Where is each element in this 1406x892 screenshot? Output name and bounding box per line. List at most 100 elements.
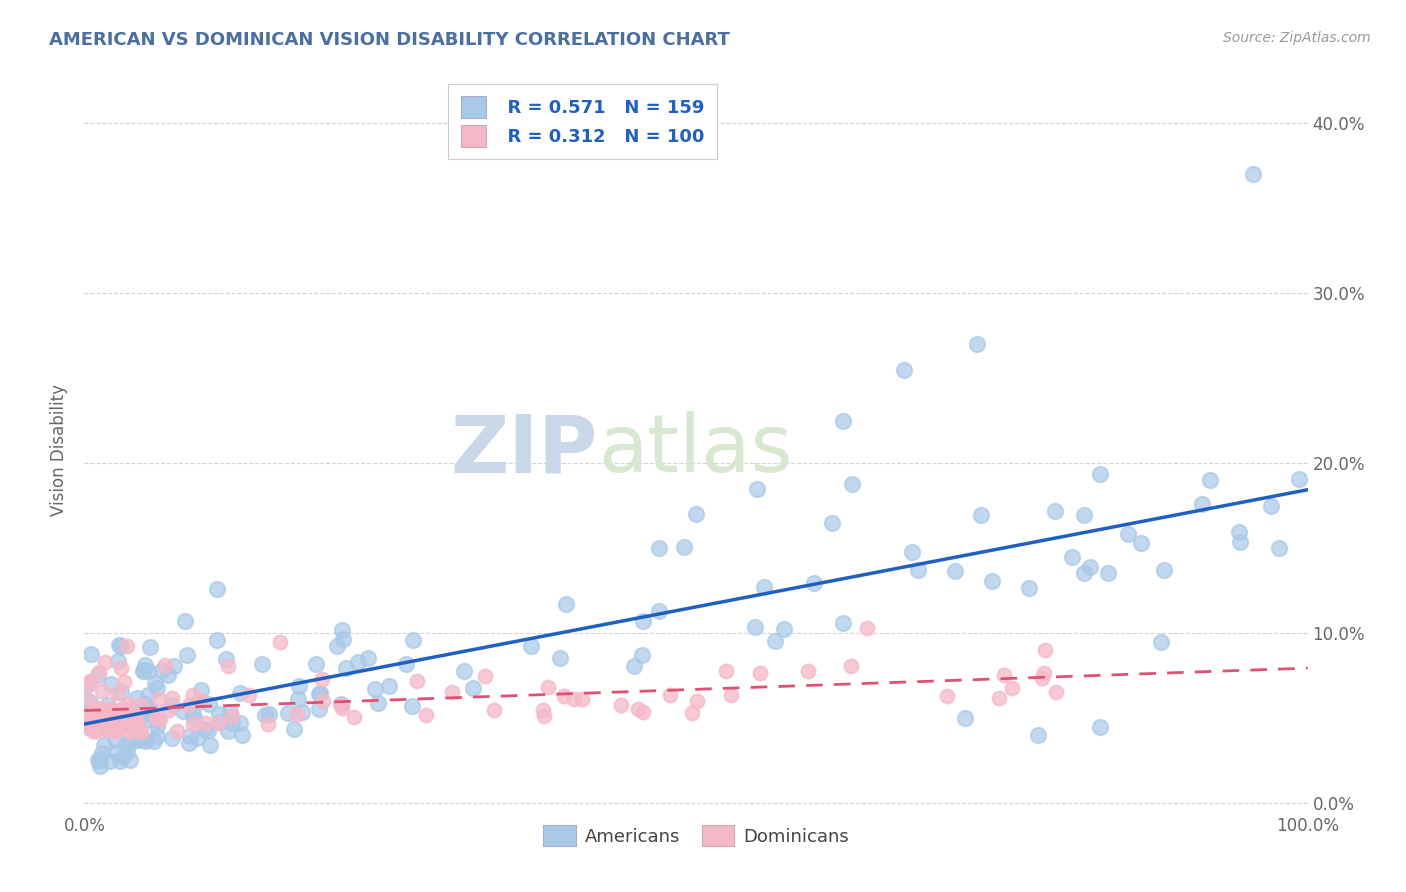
Point [160, 698, 183, 712]
Point [364, 681, 387, 696]
Point [841, 477, 863, 491]
Point [229, 716, 252, 731]
Point [82, 724, 104, 739]
Point [308, 686, 330, 700]
Point [406, 673, 429, 688]
Point [188, 693, 211, 707]
Point [77, 719, 100, 733]
Point [198, 738, 221, 752]
Point [1288, 472, 1310, 486]
Point [134, 658, 156, 673]
Point [136, 688, 159, 702]
Point [172, 704, 194, 718]
Point [139, 640, 162, 654]
Point [127, 733, 149, 747]
Point [907, 563, 929, 577]
Point [112, 674, 135, 689]
Point [111, 749, 134, 764]
Point [308, 702, 330, 716]
Point [531, 703, 554, 717]
Point [179, 729, 201, 743]
Point [1033, 643, 1056, 657]
Point [75, 711, 97, 725]
Point [1060, 550, 1083, 565]
Point [1088, 720, 1111, 734]
Point [285, 706, 308, 721]
Point [672, 540, 695, 554]
Point [110, 684, 132, 698]
Point [647, 604, 669, 618]
Point [215, 652, 238, 666]
Point [519, 639, 541, 653]
Point [763, 634, 786, 648]
Point [79, 676, 101, 690]
Point [96, 706, 118, 721]
Point [173, 614, 195, 628]
Point [87, 755, 110, 769]
Point [100, 710, 122, 724]
Point [160, 690, 183, 705]
Point [461, 681, 484, 695]
Point [803, 576, 825, 591]
Point [217, 659, 239, 673]
Point [308, 688, 330, 702]
Point [87, 753, 110, 767]
Point [150, 664, 173, 678]
Point [238, 688, 260, 702]
Point [156, 668, 179, 682]
Point [146, 713, 169, 727]
Point [1227, 525, 1250, 540]
Point [89, 716, 111, 731]
Point [716, 664, 738, 678]
Point [87, 700, 110, 714]
Point [166, 724, 188, 739]
Point [630, 648, 652, 662]
Point [80, 647, 103, 661]
Point [118, 736, 141, 750]
Point [111, 702, 134, 716]
Point [219, 705, 242, 719]
Point [291, 706, 314, 720]
Point [1043, 503, 1066, 517]
Point [105, 723, 128, 738]
Point [685, 507, 707, 521]
Point [105, 686, 128, 700]
Point [107, 714, 129, 729]
Point [138, 701, 160, 715]
Point [217, 723, 239, 738]
Point [181, 706, 204, 721]
Point [283, 722, 305, 736]
Point [110, 754, 132, 768]
Point [1191, 497, 1213, 511]
Point [132, 732, 155, 747]
Point [748, 665, 770, 680]
Point [553, 689, 575, 703]
Point [1031, 671, 1053, 685]
Point [120, 725, 142, 739]
Point [125, 725, 148, 739]
Point [135, 713, 157, 727]
Point [100, 704, 122, 718]
Point [76, 710, 98, 724]
Point [96, 723, 118, 737]
Point [1153, 563, 1175, 577]
Point [76, 678, 98, 692]
Point [100, 677, 122, 691]
Point [305, 657, 328, 672]
Point [1018, 581, 1040, 595]
Point [269, 634, 291, 648]
Point [367, 696, 389, 710]
Point [330, 700, 353, 714]
Point [75, 706, 97, 721]
Point [796, 664, 818, 678]
Point [330, 697, 353, 711]
Point [681, 706, 703, 720]
Point [312, 694, 335, 708]
Point [332, 632, 354, 646]
Point [129, 724, 152, 739]
Point [231, 728, 253, 742]
Point [143, 676, 166, 690]
Point [571, 692, 593, 706]
Point [623, 658, 645, 673]
Point [135, 733, 157, 747]
